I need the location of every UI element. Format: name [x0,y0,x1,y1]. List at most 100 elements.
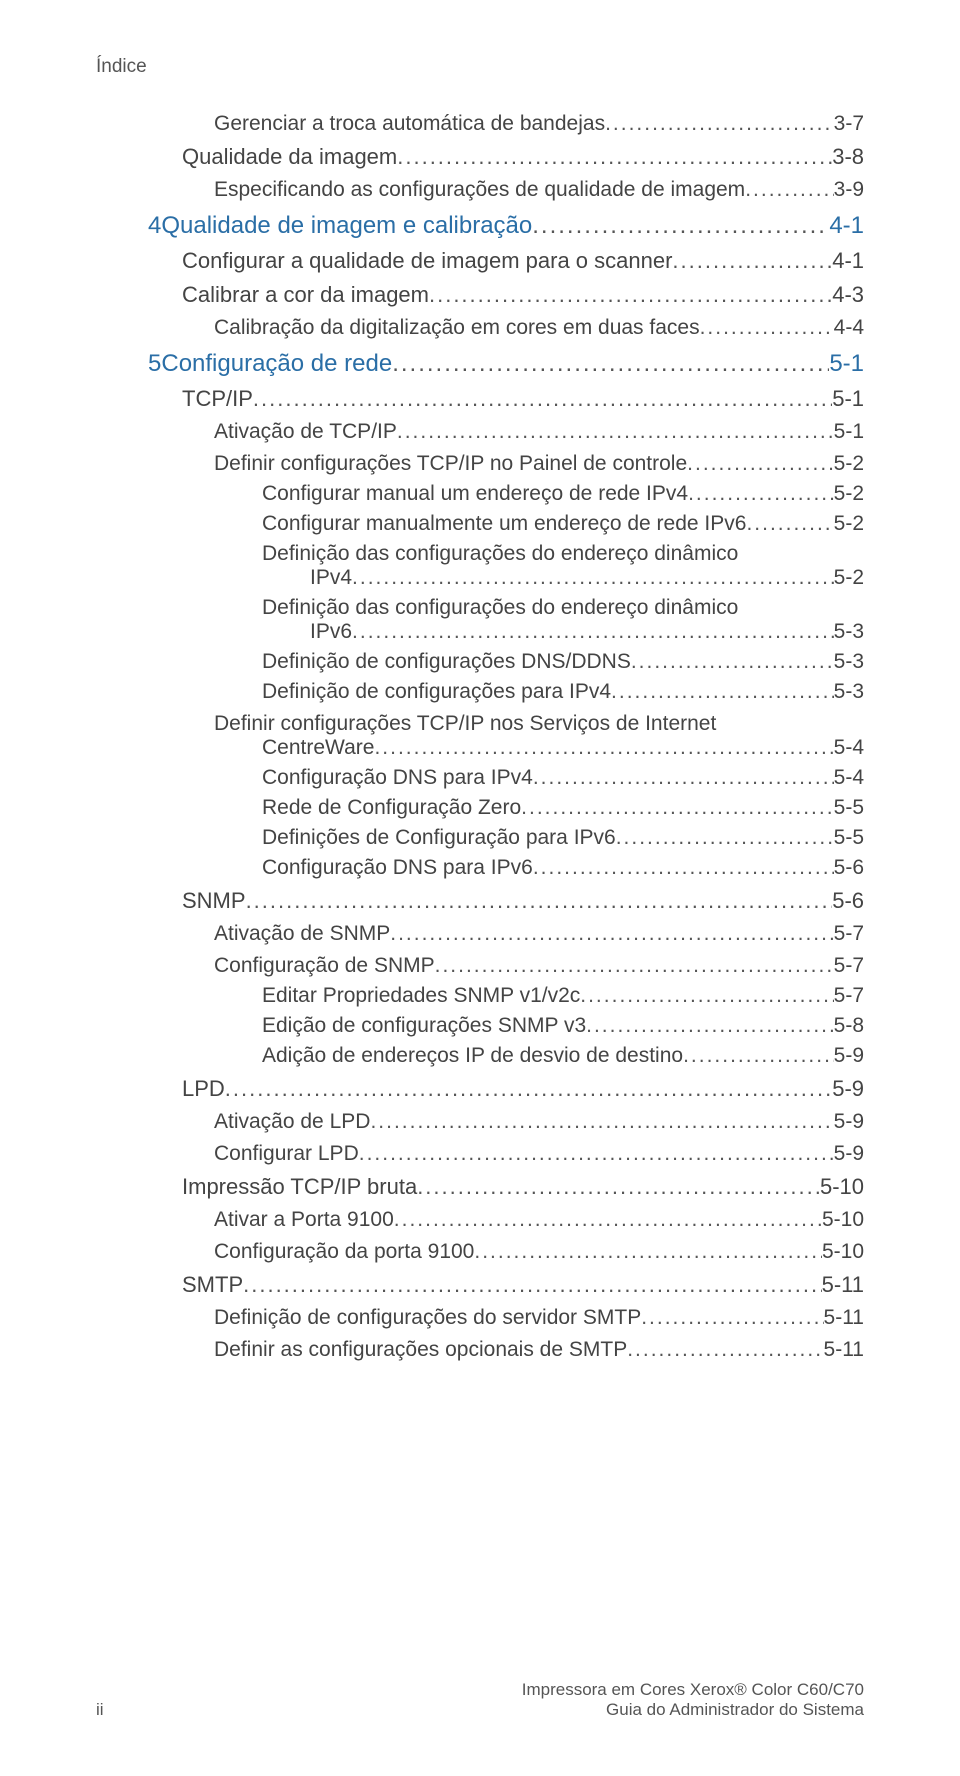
toc-entry: 5Configuração de rede...................… [148,350,864,378]
toc-page-number: 5-9 [834,1142,864,1166]
toc-label: LPD [182,1076,225,1102]
toc-entry: Configurar a qualidade de imagem para o … [182,248,864,274]
toc-label: Definir configurações TCP/IP nos Serviço… [214,712,864,736]
toc-page-number: 5-4 [834,766,864,790]
toc-leader: ........................................… [397,144,832,170]
toc-leader: ........................................… [533,856,834,880]
toc-entry: Ativação de SNMP........................… [214,922,864,946]
toc-page-number: 5-11 [824,1306,864,1330]
toc-leader: ........................................… [435,954,834,978]
toc-leader: ........................................… [370,1110,833,1134]
toc-leader: ........................................… [474,1240,822,1264]
toc-label: Rede de Configuração Zero [262,796,521,820]
toc-entry: Especificando as configurações de qualid… [214,178,864,202]
toc-page-number: 5-7 [834,954,864,978]
toc-entry: Calibração da digitalização em cores em … [214,316,864,340]
toc-entry: Rede de Configuração Zero...............… [262,796,864,820]
toc-leader: ........................................… [359,1142,834,1166]
toc-entry: Definição de configurações do servidor S… [214,1306,864,1330]
toc-label: Definir configurações TCP/IP no Painel d… [214,452,687,476]
toc-page-number: 5-5 [834,826,864,850]
toc-leader: ........................................… [586,1014,834,1038]
toc-label: Qualidade de imagem e calibração [161,212,532,240]
toc-entry: Qualidade da imagem.....................… [182,144,864,170]
toc-page-number: 4-4 [834,316,864,340]
toc-page-number: 5-1 [832,386,864,412]
toc-label: Definição das configurações do endereço … [262,542,864,566]
toc-leader: ........................................… [397,420,834,444]
toc-label: Qualidade da imagem [182,144,397,170]
toc-leader: ........................................… [745,178,833,202]
toc-page-number: 4-3 [832,282,864,308]
toc-label: Ativar a Porta 9100 [214,1208,394,1232]
toc-entry: Definição de configurações para IPv4....… [262,680,864,704]
toc-page-number: 3-9 [834,178,864,202]
toc-entry: Configuração da porta 9100..............… [214,1240,864,1264]
toc-page-number: 5-5 [834,796,864,820]
toc-leader: ........................................… [390,922,833,946]
toc-page-number: 3-7 [834,112,864,136]
toc-leader: ........................................… [641,1306,823,1330]
toc-leader: ........................................… [352,620,834,644]
toc-leader: ........................................… [225,1076,832,1102]
toc-label: Configurar LPD [214,1142,359,1166]
toc-page-number: 5-10 [822,1240,864,1264]
toc-leader: ........................................… [683,1044,834,1068]
footer-line1: Impressora em Cores Xerox® Color C60/C70 [522,1680,864,1700]
toc-page-number: 5-10 [822,1208,864,1232]
toc-page-number: 4-1 [829,212,864,240]
table-of-contents: Gerenciar a troca automática de bandejas… [148,112,864,1362]
footer-line2: Guia do Administrador do Sistema [522,1700,864,1720]
toc-label: Ativação de TCP/IP [214,420,397,444]
toc-label: Definir as configurações opcionais de SM… [214,1338,627,1362]
toc-leader: ........................................… [243,1272,821,1298]
toc-entry: SMTP....................................… [182,1272,864,1298]
toc-leader: ........................................… [631,650,834,674]
toc-page-number: 5-9 [832,1076,864,1102]
page-container: Índice Gerenciar a troca automática de b… [0,0,960,1362]
footer-right: Impressora em Cores Xerox® Color C60/C70… [522,1680,864,1720]
toc-label: Definição das configurações do endereço … [262,596,864,620]
toc-entry: Ativação de LPD.........................… [214,1110,864,1134]
toc-label: Configurar a qualidade de imagem para o … [182,248,672,274]
toc-leader: ........................................… [533,766,834,790]
toc-label: Adição de endereços IP de desvio de dest… [262,1044,683,1068]
toc-label: Impressão TCP/IP bruta [182,1174,417,1200]
toc-entry: Gerenciar a troca automática de bandejas… [214,112,864,136]
chapter-number: 5 [148,350,161,378]
toc-page-number: 5-11 [822,1272,864,1298]
toc-leader: ........................................… [374,736,833,760]
toc-entry: Ativação de TCP/IP......................… [214,420,864,444]
toc-page-number: 3-8 [832,144,864,170]
toc-leader: ........................................… [611,680,834,704]
toc-entry: Definir configurações TCP/IP no Painel d… [214,452,864,476]
toc-page-number: 5-8 [834,1014,864,1038]
toc-label: Definição de configurações do servidor S… [214,1306,641,1330]
toc-leader: ........................................… [394,1208,822,1232]
toc-label: Edição de configurações SNMP v3 [262,1014,586,1038]
toc-page-number: 5-10 [820,1174,864,1200]
toc-page-number: 5-2 [834,566,864,590]
page-footer: ii Impressora em Cores Xerox® Color C60/… [96,1680,864,1720]
chapter-number: 4 [148,212,161,240]
toc-page-number: 5-6 [834,856,864,880]
toc-leader: ........................................… [352,566,834,590]
toc-label: Configuração DNS para IPv6 [262,856,533,880]
toc-leader: ........................................… [746,512,833,536]
toc-page-number: 4-1 [832,248,864,274]
toc-label: Definições de Configuração para IPv6 [262,826,616,850]
toc-label: Configuração de rede [161,350,392,378]
toc-label: Gerenciar a troca automática de bandejas [214,112,605,136]
toc-entry: Definição das configurações do endereço … [262,542,864,590]
toc-leader: ........................................… [700,316,834,340]
toc-entry: Configuração DNS para IPv4..............… [262,766,864,790]
toc-entry: Definir configurações TCP/IP nos Serviço… [214,712,864,760]
toc-label: Configurar manual um endereço de rede IP… [262,482,688,506]
toc-page-number: 5-6 [832,888,864,914]
toc-entry: Definição das configurações do endereço … [262,596,864,644]
toc-leader: ........................................… [672,248,832,274]
toc-leader: ........................................… [616,826,834,850]
toc-leader: ........................................… [521,796,833,820]
toc-page-number: 5-3 [834,680,864,704]
toc-entry: Adição de endereços IP de desvio de dest… [262,1044,864,1068]
